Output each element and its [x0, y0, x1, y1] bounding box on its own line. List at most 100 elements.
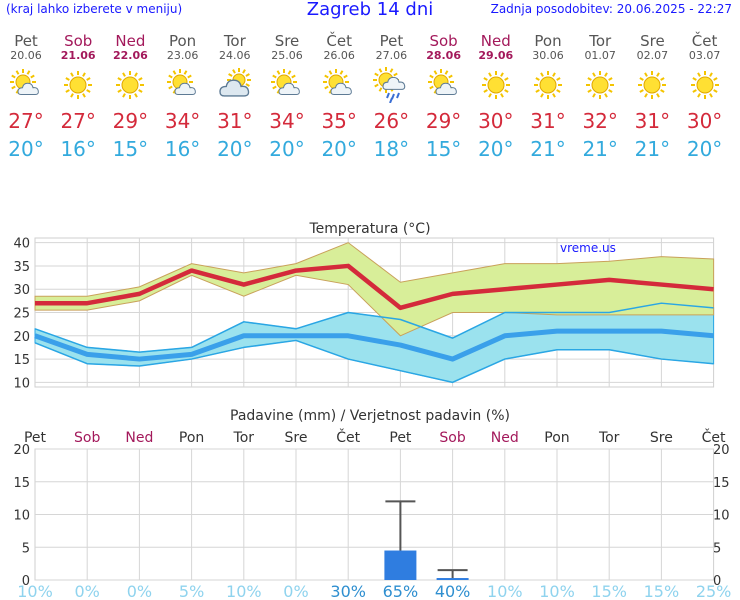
temp-max: 31° — [217, 109, 253, 133]
day-column: Tor 24.06 31° 20° — [209, 33, 261, 163]
temp-min: 21° — [582, 137, 618, 161]
weather-icon-cell — [313, 63, 365, 107]
cloud-sun-icon — [219, 68, 251, 97]
precip-y-tick-right: 0 — [713, 574, 721, 589]
precip-day-label: Sre — [285, 430, 308, 446]
day-name: Sre — [274, 32, 300, 50]
day-name: Ned — [480, 32, 511, 50]
day-name: Pon — [168, 32, 197, 50]
temp-min: 20° — [478, 137, 514, 161]
precip-probability-label: 10% — [487, 582, 523, 600]
temp-min: 15° — [112, 137, 149, 161]
precip-day-label: Sob — [439, 430, 465, 446]
sun-cloud-icon — [10, 69, 39, 95]
sun-icon — [586, 71, 615, 99]
temp-min: 20° — [8, 137, 44, 161]
max-temp-line — [35, 263, 714, 311]
day-column: Čet 03.07 30° 20° — [679, 33, 731, 163]
day-date: 22.06 — [112, 49, 148, 62]
precip-y-tick-right: 15 — [713, 476, 730, 491]
day-name: Tor — [223, 32, 246, 50]
precip-day-label: Ned — [491, 430, 519, 446]
precip-probability-label: 0% — [283, 582, 308, 600]
temp-min: 18° — [373, 137, 410, 161]
temp-max: 31° — [634, 109, 671, 133]
precip-probability-label: 5% — [179, 582, 204, 600]
weather-icon-cell — [626, 63, 678, 107]
precip-y-tick-right: 5 — [713, 541, 721, 556]
weather-icon-cell — [470, 63, 522, 107]
day-name: Sob — [429, 32, 458, 50]
precip-y-tick-left: 0 — [22, 574, 30, 589]
temp-y-tick: 30 — [13, 283, 30, 298]
precip-probability-label: 15% — [644, 582, 680, 600]
weather-icon-cell — [365, 63, 417, 107]
day-column: Sre 02.07 31° 21° — [626, 33, 678, 163]
precip-day-label: Ned — [125, 430, 153, 446]
sun-icon — [64, 71, 93, 99]
sun-cloud-icon — [323, 69, 353, 95]
weather-icon-cell — [0, 63, 52, 107]
day-column: Pet 20.06 27° 20° — [0, 33, 52, 163]
precip-probability-label: 0% — [127, 582, 152, 600]
temp-max: 35° — [321, 109, 357, 133]
weather-icon-cell — [418, 63, 470, 107]
temp-max: 31° — [530, 109, 566, 133]
page-title: Zagreb 14 dni — [306, 0, 434, 20]
precip-day-label: Pon — [544, 430, 569, 446]
temp-y-tick: 35 — [13, 260, 30, 275]
sun-icon — [690, 71, 719, 99]
day-column: Pon 23.06 34° 16° — [157, 33, 209, 163]
precip-day-label: Pon — [179, 430, 204, 446]
weather-icon-cell — [574, 63, 626, 107]
day-column: Sob 21.06 27° 16° — [52, 33, 104, 163]
temp-max: 27° — [60, 109, 96, 133]
sun-rain-icon — [373, 67, 406, 103]
day-date: 24.06 — [219, 49, 251, 62]
day-date: 26.06 — [323, 49, 355, 62]
day-name: Sob — [64, 32, 93, 50]
day-name: Čet — [326, 32, 352, 50]
temp-chart-title: Temperatura (°C) — [308, 221, 430, 237]
temp-y-tick: 20 — [13, 330, 30, 345]
precip-day-label: Čet — [702, 428, 726, 446]
precip-probability-label: 15% — [591, 582, 627, 600]
day-column: Čet 26.06 35° 20° — [313, 33, 365, 163]
weather-icon-cell — [261, 63, 313, 107]
precip-chart-title: Padavine (mm) / Verjetnost padavin (%) — [230, 408, 510, 424]
day-date: 30.06 — [532, 49, 564, 62]
precip-y-tick-left: 10 — [13, 509, 30, 524]
day-column: Ned 22.06 29° 15° — [104, 33, 156, 163]
temp-max: 27° — [8, 109, 44, 133]
precip-day-label: Sre — [650, 430, 673, 446]
weather-icon-cell — [52, 63, 104, 107]
temp-min: 20° — [321, 137, 357, 161]
day-column: Pet 27.06 26° 18° — [365, 33, 417, 163]
temp-min: 20° — [269, 137, 305, 161]
weather-icon-cell — [209, 63, 261, 107]
temp-y-tick: 15 — [13, 353, 30, 368]
temp-y-tick: 40 — [13, 237, 30, 252]
day-date: 29.06 — [478, 49, 514, 62]
location-hint-link[interactable]: (kraj lahko izberete v meniju) — [6, 2, 183, 16]
temp-min: 16° — [164, 137, 201, 161]
day-column: Sob 28.06 29° 15° — [418, 33, 470, 163]
precip-probability-label: 10% — [539, 582, 575, 600]
sun-cloud-icon — [271, 69, 300, 95]
day-column: Tor 01.07 32° 21° — [574, 33, 626, 163]
sun-icon — [116, 71, 145, 99]
day-column: Ned 29.06 30° 20° — [470, 33, 522, 163]
precip-y-tick-left: 20 — [13, 443, 30, 458]
day-date: 20.06 — [10, 49, 42, 62]
precip-probability-label: 10% — [17, 582, 53, 600]
day-name: Ned — [115, 32, 146, 50]
temp-min: 21° — [530, 137, 566, 161]
precip-probability-label: 25% — [696, 582, 732, 600]
day-column: Pon 30.06 31° 21° — [522, 33, 574, 163]
day-date: 21.06 — [60, 49, 96, 62]
temp-max: 34° — [269, 109, 305, 133]
min-temp-upper-line — [34, 302, 714, 353]
vreme-watermark: vreme.us — [560, 241, 616, 255]
temp-max: 30° — [686, 109, 723, 133]
